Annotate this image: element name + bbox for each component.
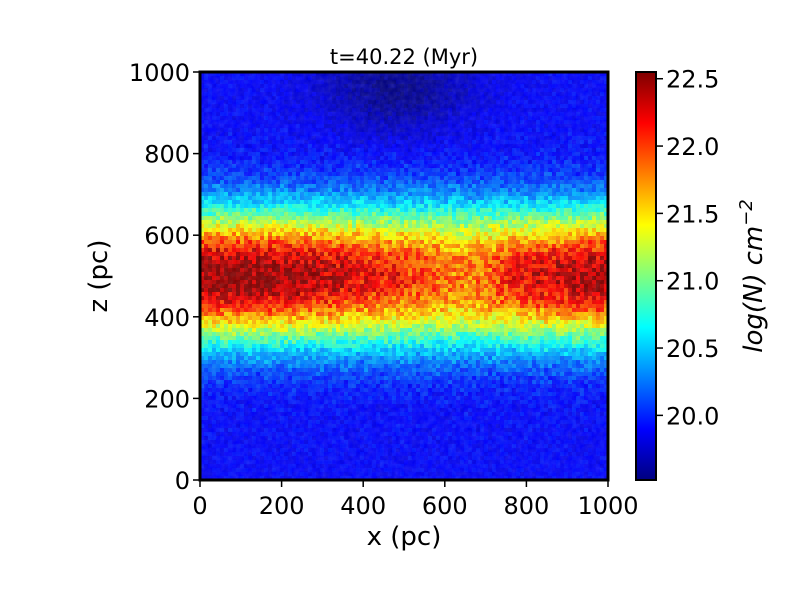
chart-title: t=40.22 (Myr) (330, 45, 478, 69)
heatmap-area (200, 72, 608, 480)
